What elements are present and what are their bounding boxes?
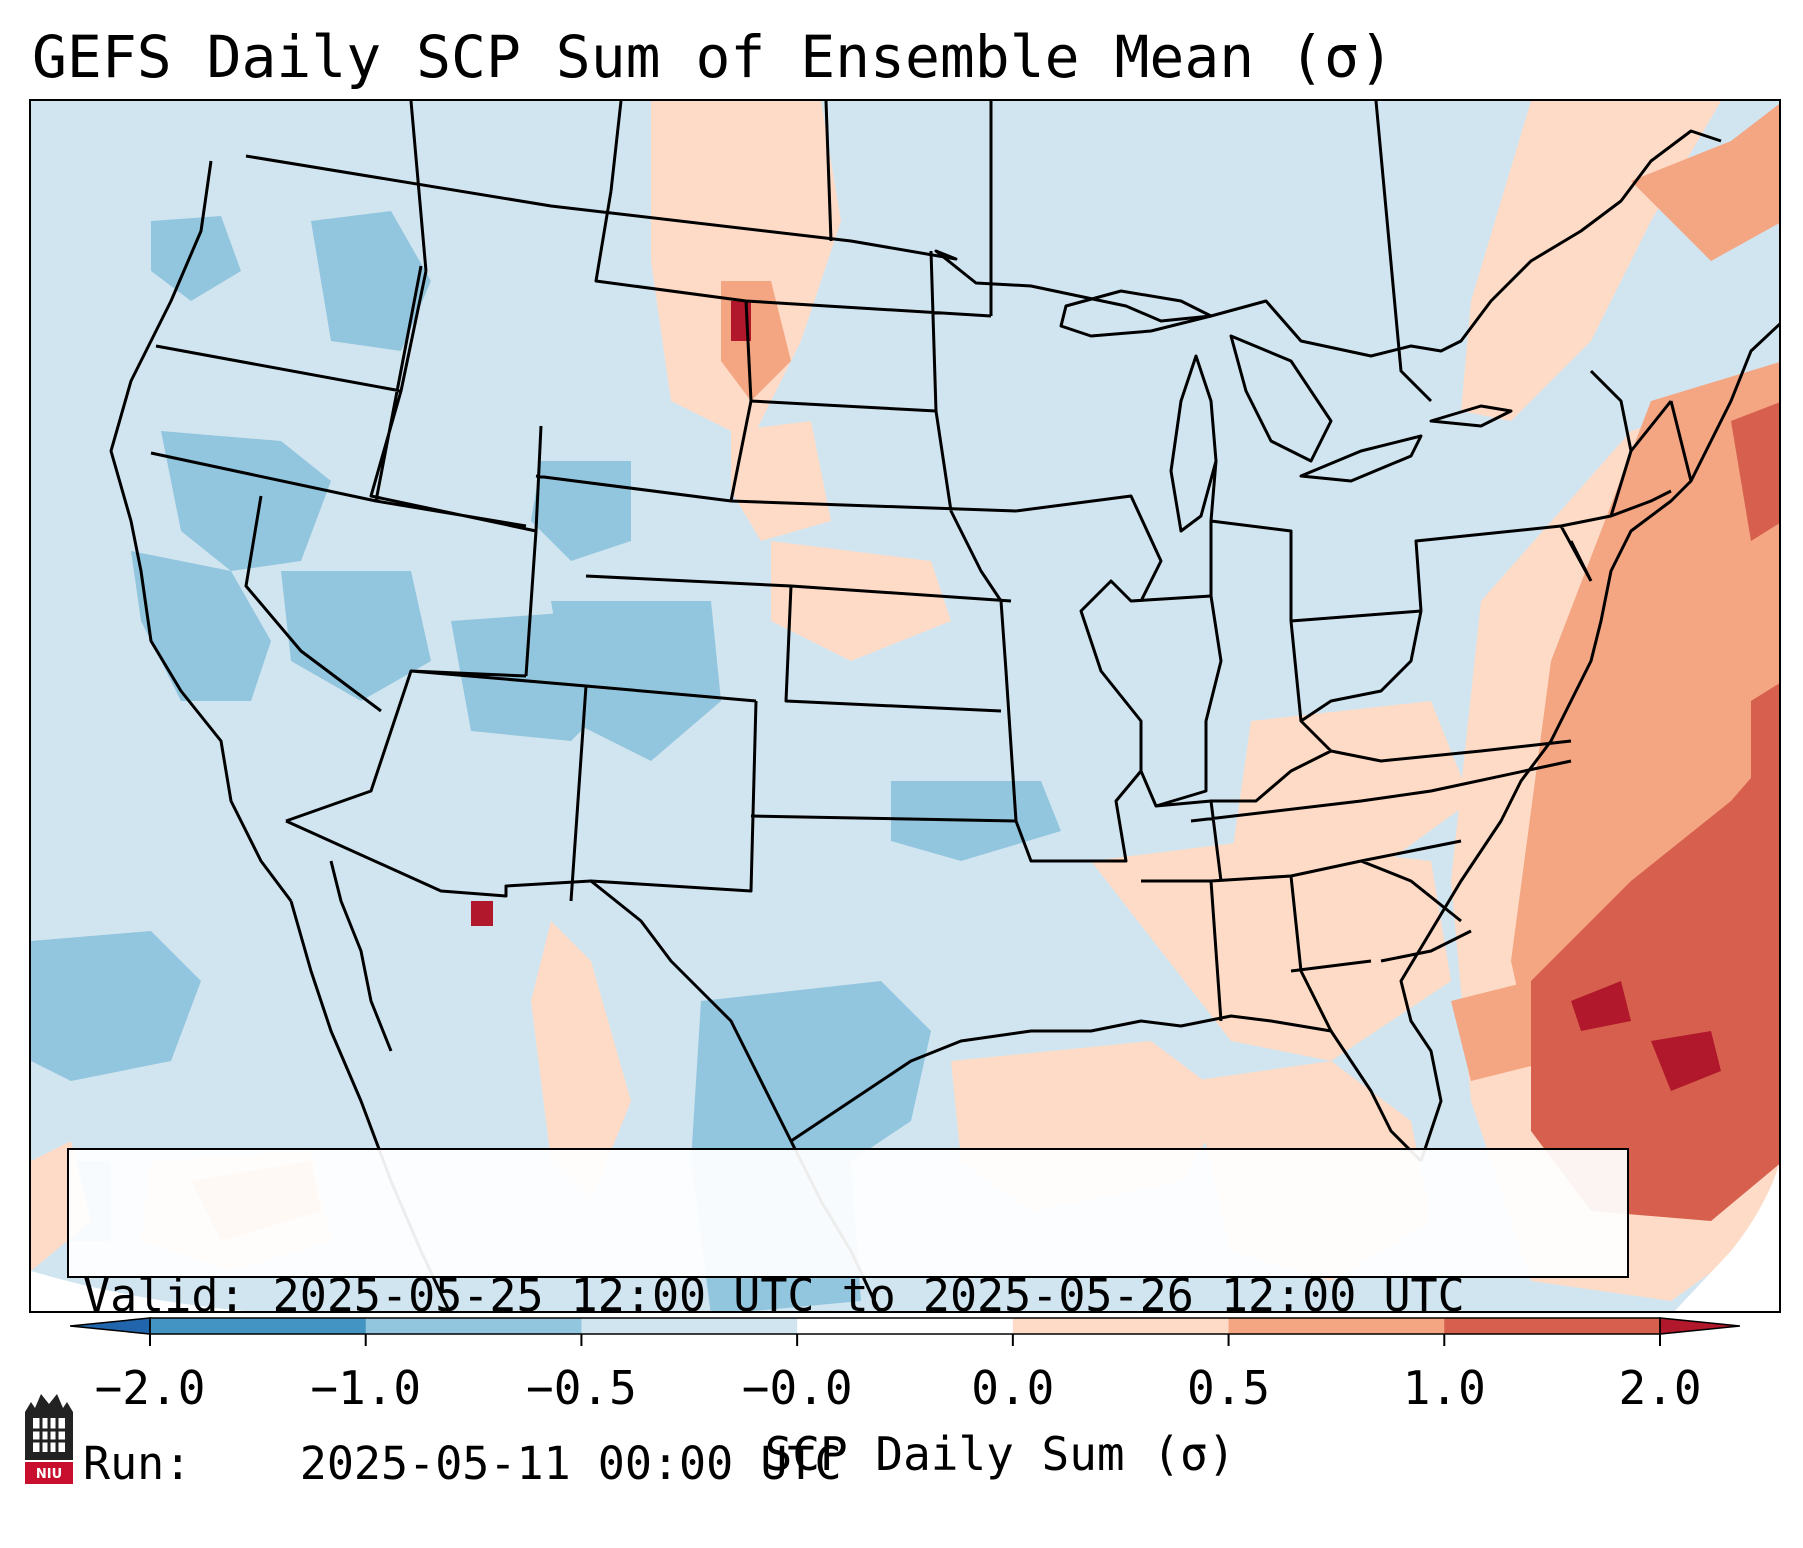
colorbar-bin bbox=[150, 1318, 367, 1334]
outside-projection-right bbox=[1674, 1165, 1779, 1311]
colorbar-extend-low bbox=[70, 1317, 151, 1335]
lake-erie bbox=[1299, 434, 1423, 483]
us-canada-border bbox=[245, 129, 1722, 358]
colorbar-tick-label: 2.0 bbox=[1618, 1361, 1702, 1415]
state-lines bbox=[150, 190, 1693, 1032]
colorbar-bin bbox=[1444, 1318, 1661, 1334]
valid-time-row: Valid: 2025-05-25 12:00 UTC to 2025-05-2… bbox=[83, 1268, 1613, 1324]
run-time-row: Run: 2025-05-11 00:00 UTC bbox=[83, 1436, 1613, 1492]
colorbar-bin bbox=[365, 1318, 582, 1334]
extreme-positive-areas bbox=[471, 301, 1721, 1091]
map-panel[interactable] bbox=[29, 99, 1781, 1313]
colorbar-ticks bbox=[149, 1334, 1661, 1346]
colorbar-tick-label: 0.5 bbox=[1187, 1361, 1271, 1415]
colorbar-bin bbox=[797, 1318, 1014, 1334]
colorbar-outline bbox=[149, 1317, 1661, 1335]
colorbar bbox=[70, 1317, 1740, 1346]
canada-lines bbox=[409, 101, 1433, 403]
lake-michigan bbox=[1169, 354, 1218, 533]
strong-positive-areas bbox=[1531, 402, 1779, 1221]
valid-label: Valid: bbox=[83, 1269, 246, 1322]
lake-superior bbox=[1059, 289, 1213, 338]
baja bbox=[329, 860, 393, 1052]
colorbar-bin bbox=[1228, 1318, 1445, 1334]
colorbar-tick-label: 1.0 bbox=[1402, 1361, 1486, 1415]
colorbar-label: SCP Daily Sum (σ) bbox=[764, 1427, 1236, 1481]
run-label: Run: bbox=[83, 1437, 192, 1490]
us-mexico-border bbox=[285, 819, 793, 1142]
colorbar-extend-high bbox=[1659, 1317, 1740, 1335]
lake-ontario bbox=[1429, 404, 1513, 428]
colorbar-tick-label: −0.0 bbox=[741, 1361, 853, 1415]
map-title: GEFS Daily SCP Sum of Ensemble Mean (σ) bbox=[32, 23, 1394, 91]
niu-logo: NIU bbox=[25, 1394, 73, 1484]
gulf-coast bbox=[790, 1014, 1423, 1163]
colorbar-tick-label: −0.5 bbox=[526, 1361, 637, 1415]
valid-run-info-box: Valid: 2025-05-25 12:00 UTC to 2025-05-2… bbox=[67, 1148, 1629, 1490]
political-boundaries bbox=[109, 101, 1779, 1311]
niu-logo-text: NIU bbox=[36, 1467, 62, 1482]
colorbar-bins bbox=[150, 1318, 1661, 1334]
scp-map bbox=[31, 101, 1779, 1311]
colorbar-bin bbox=[1012, 1318, 1230, 1334]
atlantic-coast bbox=[1399, 322, 1779, 1162]
valid-time-value: 2025-05-25 12:00 UTC to 2025-05-26 12:00… bbox=[272, 1269, 1465, 1322]
lake-huron bbox=[1229, 334, 1333, 463]
run-time-value: 2025-05-11 00:00 UTC bbox=[299, 1437, 842, 1490]
outside-projection bbox=[31, 1271, 246, 1311]
colorbar-tick-label: 0.0 bbox=[971, 1361, 1055, 1415]
colorbar-tick-label: −2.0 bbox=[94, 1361, 206, 1415]
pacific-coast bbox=[109, 160, 293, 902]
colorbar-bin bbox=[581, 1318, 798, 1334]
colorbar-tick-label: −1.0 bbox=[310, 1361, 422, 1415]
